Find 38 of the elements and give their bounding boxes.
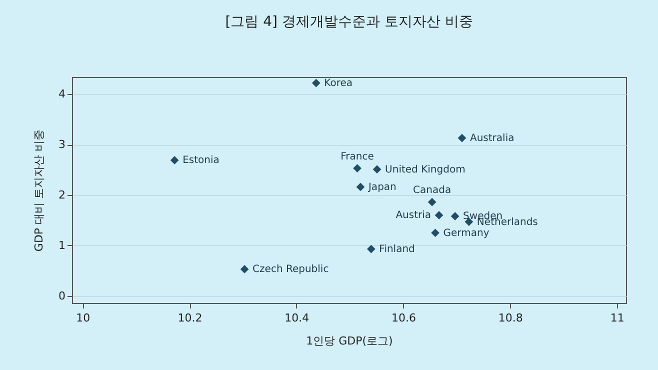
x-tick-label: 10.4 — [284, 312, 310, 324]
y-tick-label: 3 — [58, 138, 66, 152]
annotation: France — [340, 151, 374, 162]
point — [366, 244, 376, 254]
annotation: Austria — [396, 210, 432, 222]
point — [240, 265, 249, 274]
point — [356, 182, 365, 192]
x-axis-title: 1인당 GDP(로그) — [306, 334, 393, 348]
x-tick-label: 10.2 — [178, 312, 202, 324]
annotation: United Kingdom — [385, 164, 466, 176]
annotation: Estonia — [182, 155, 220, 166]
x-tick-label: 10 — [76, 312, 90, 324]
annotation: Germany — [443, 228, 490, 239]
point — [458, 134, 466, 142]
point — [428, 198, 436, 206]
y-tick-label: 0 — [58, 289, 66, 302]
point — [450, 212, 460, 220]
y-axis-title: GDP 대비 토지자산 비중 — [32, 129, 46, 252]
annotation: Japan — [367, 182, 396, 193]
y-tick-label: 4 — [58, 88, 66, 101]
chart-title: [그림 4] 경제개발수준과 토지자산 비중 — [225, 14, 473, 30]
annotation: Australia — [470, 133, 514, 144]
annotation: Netherlands — [476, 216, 538, 228]
point — [431, 228, 440, 238]
y-tick-label: 1 — [58, 238, 66, 252]
x-tick-label: 10.8 — [498, 312, 523, 324]
point — [372, 165, 382, 174]
point — [312, 78, 320, 88]
annotation: Finland — [379, 244, 415, 256]
y-tick-label: 2 — [58, 188, 66, 202]
annotation: Czech Republic — [252, 264, 329, 276]
point — [434, 211, 444, 220]
point — [170, 156, 179, 164]
point — [353, 164, 362, 172]
annotation: Korea — [324, 78, 353, 90]
annotation: Canada — [413, 185, 452, 196]
x-tick-label: 10.6 — [391, 312, 416, 324]
x-tick-label: 11 — [610, 312, 624, 324]
